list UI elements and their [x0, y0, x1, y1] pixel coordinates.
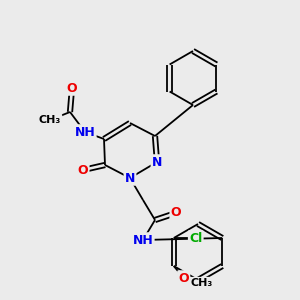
Text: O: O — [178, 272, 189, 284]
Text: CH₃: CH₃ — [190, 278, 213, 288]
Text: NH: NH — [133, 233, 153, 247]
Text: CH₃: CH₃ — [39, 115, 61, 125]
Text: O: O — [78, 164, 88, 176]
Text: Cl: Cl — [189, 232, 202, 244]
Text: N: N — [125, 172, 135, 184]
Text: O: O — [171, 206, 181, 220]
Text: O: O — [67, 82, 77, 94]
Text: N: N — [152, 155, 162, 169]
Text: NH: NH — [75, 125, 95, 139]
